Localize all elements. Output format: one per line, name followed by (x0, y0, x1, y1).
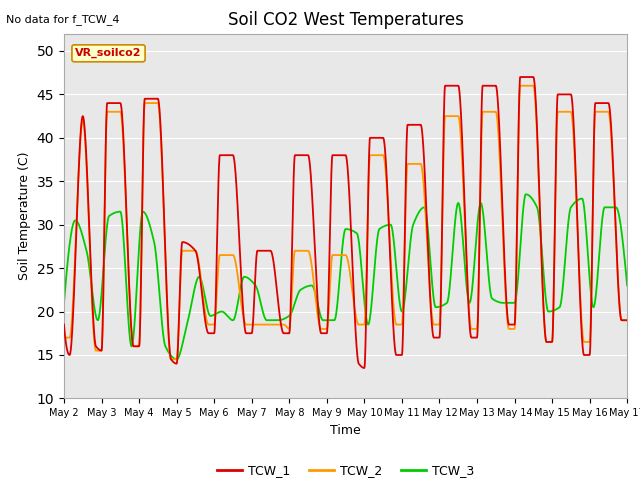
Text: No data for f_TCW_4: No data for f_TCW_4 (6, 14, 120, 25)
TCW_1 (60, 322, 68, 327)
TCW_3 (522, 192, 530, 197)
TCW_1 (319, 330, 327, 336)
TCW_1 (504, 316, 511, 322)
Y-axis label: Soil Temperature (C): Soil Temperature (C) (18, 152, 31, 280)
Line: TCW_3: TCW_3 (64, 194, 627, 360)
Text: VR_soilco2: VR_soilco2 (76, 48, 142, 59)
TCW_2 (607, 136, 615, 142)
TCW_1 (607, 129, 615, 135)
TCW_1 (623, 317, 631, 323)
Title: Soil CO2 West Temperatures: Soil CO2 West Temperatures (228, 11, 463, 29)
TCW_2 (89, 314, 97, 320)
TCW_1 (334, 152, 342, 158)
TCW_2 (516, 83, 524, 89)
TCW_2 (504, 321, 511, 327)
TCW_3 (319, 317, 327, 323)
TCW_1 (516, 74, 524, 80)
TCW_3 (623, 283, 631, 288)
TCW_2 (623, 317, 631, 323)
X-axis label: Time: Time (330, 424, 361, 437)
TCW_2 (60, 335, 68, 340)
TCW_3 (60, 300, 68, 306)
Legend: TCW_1, TCW_2, TCW_3: TCW_1, TCW_2, TCW_3 (212, 459, 479, 480)
TCW_3 (173, 357, 180, 362)
TCW_3 (607, 204, 615, 210)
TCW_2 (319, 326, 327, 332)
TCW_3 (334, 293, 342, 299)
TCW_3 (607, 204, 615, 210)
Line: TCW_1: TCW_1 (64, 77, 627, 368)
TCW_1 (360, 365, 368, 371)
TCW_1 (89, 307, 97, 313)
TCW_2 (334, 252, 342, 258)
TCW_3 (89, 293, 97, 299)
TCW_3 (504, 300, 511, 306)
TCW_2 (607, 132, 615, 138)
Line: TCW_2: TCW_2 (64, 86, 627, 360)
TCW_2 (167, 357, 175, 362)
TCW_1 (607, 124, 615, 130)
